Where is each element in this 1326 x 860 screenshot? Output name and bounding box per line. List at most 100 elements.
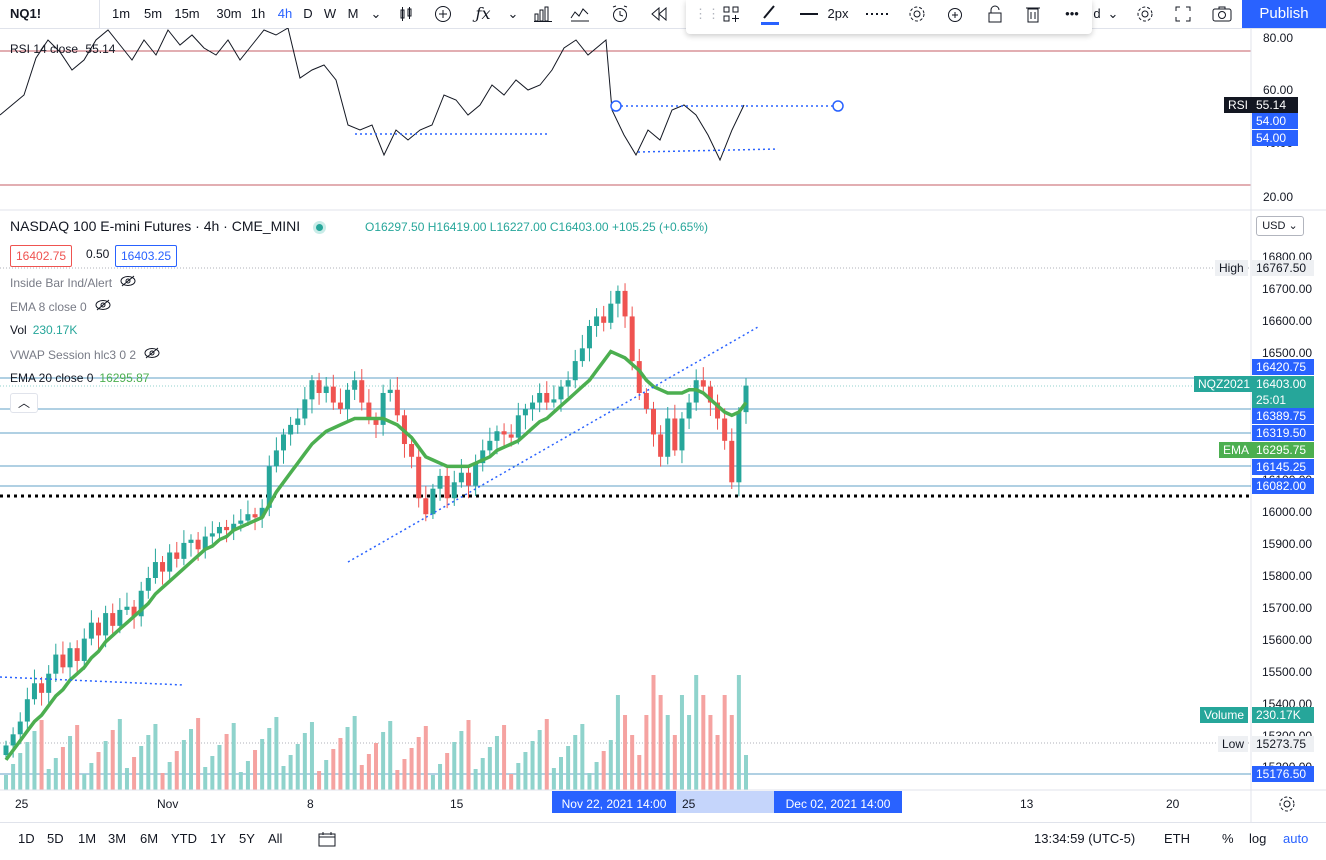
interval-D[interactable]: D [303, 6, 313, 21]
candle-body [10, 734, 16, 746]
rsi-handle-left[interactable] [610, 100, 622, 112]
chevron-down-icon[interactable]: ⌄ [1107, 6, 1119, 21]
volume-bar [374, 743, 378, 790]
log-toggle[interactable]: log [1249, 831, 1267, 846]
range-1D[interactable]: 1D [18, 831, 35, 846]
camera-icon[interactable] [1210, 0, 1234, 28]
rsi-legend: RSI 14 close 55.14 [10, 42, 115, 56]
add-alert-icon[interactable] [944, 0, 966, 28]
candle-body [380, 392, 386, 425]
volume-bar [352, 716, 357, 790]
volume-bar [630, 735, 635, 790]
indicator-row[interactable]: Vol 230.17K [10, 323, 77, 337]
rsi-extra-label-1: 54.00 [1252, 113, 1298, 129]
interval-15m[interactable]: 15m [174, 6, 200, 21]
chevron-down-icon[interactable]: ⌄ [507, 6, 519, 21]
line-width-label[interactable]: 2px [827, 6, 849, 21]
range-5D[interactable]: 5D [47, 831, 64, 846]
volume-bar [736, 675, 741, 790]
indicator-row[interactable]: EMA 20 close 0 16295.87 [10, 371, 149, 385]
candle-body [252, 514, 258, 518]
volume-bar [203, 767, 208, 790]
indicators-icon[interactable]: ƒx [475, 4, 491, 23]
currency-label: USD [1262, 220, 1286, 232]
line-style-icon[interactable] [864, 0, 890, 28]
rsi-handle-right[interactable] [832, 100, 844, 112]
clock[interactable]: 13:34:59 (UTC-5) [1034, 831, 1136, 846]
volume-bar [210, 756, 215, 790]
interval-W[interactable]: W [323, 6, 337, 21]
volume-bar [573, 735, 578, 790]
chevron-down-icon[interactable]: ⌄ [370, 6, 382, 21]
currency-select[interactable]: USD ⌄ [1256, 216, 1304, 236]
candle-body [138, 590, 144, 617]
volume-bar [281, 766, 286, 790]
range-1M[interactable]: 1M [78, 831, 97, 846]
rsi-extra-label-2: 54.00 [1252, 130, 1298, 146]
range-6M[interactable]: 6M [140, 831, 159, 846]
candle-body [451, 482, 457, 499]
line-width-icon[interactable] [798, 0, 820, 28]
volume-bar [245, 761, 250, 790]
candles-icon[interactable] [396, 0, 416, 28]
indicator-row[interactable]: Inside Bar Ind/Alert [10, 275, 136, 290]
rsi-trendline-3 [637, 148, 779, 153]
interval-4h[interactable]: 4h [277, 6, 293, 21]
timeaxis-settings-icon[interactable] [1278, 795, 1296, 816]
line-color-icon[interactable] [758, 0, 782, 28]
session-button[interactable]: ETH [1164, 831, 1190, 846]
templates-icon[interactable] [532, 0, 554, 28]
volume-bar [687, 715, 692, 790]
more-icon[interactable]: ••• [1065, 6, 1079, 21]
trendline-support [347, 326, 759, 563]
chart-area[interactable] [0, 28, 1326, 822]
candle-body [373, 418, 379, 425]
main-title[interactable]: NASDAQ 100 E-mini Futures · 4h · CME_MIN… [10, 218, 324, 234]
range-YTD[interactable]: YTD [171, 831, 197, 846]
truncated-menu-label[interactable]: d [1093, 6, 1101, 21]
volume-bar [139, 746, 144, 790]
candle-body [103, 613, 109, 636]
collapse-legend-button[interactable]: ︿ [10, 393, 38, 413]
indicator-row[interactable]: VWAP Session hlc3 0 2 [10, 347, 160, 362]
candle-body [131, 606, 137, 617]
range-All[interactable]: All [268, 831, 283, 846]
hidden-eye-icon[interactable] [95, 299, 111, 314]
lock-icon[interactable] [984, 0, 1006, 28]
symbol-search[interactable]: NQ1! [0, 0, 100, 28]
goto-date-icon[interactable] [318, 831, 336, 850]
object-tree-icon[interactable] [720, 0, 742, 28]
volume-bar [124, 768, 129, 790]
hidden-eye-icon[interactable] [120, 275, 136, 290]
candle-body [181, 542, 187, 559]
volume-bar [224, 734, 229, 790]
add-compare-icon[interactable] [432, 0, 454, 28]
chart-type-icon[interactable] [568, 0, 592, 28]
interval-1m[interactable]: 1m [111, 6, 131, 21]
candle-body [394, 389, 400, 416]
settings-icon[interactable] [906, 0, 928, 28]
sell-price-button[interactable]: 16402.75 [10, 245, 73, 267]
interval-1h[interactable]: 1h [250, 6, 266, 21]
candle-body [288, 424, 294, 435]
interval-M[interactable]: M [347, 6, 359, 21]
range-5Y[interactable]: 5Y [239, 831, 255, 846]
drag-handle-icon[interactable]: ⋮⋮ [694, 6, 720, 21]
interval-30m[interactable]: 30m [216, 6, 242, 21]
percent-toggle[interactable]: % [1222, 831, 1234, 846]
publish-button[interactable]: Publish [1242, 0, 1326, 28]
buy-price-button[interactable]: 16403.25 [115, 245, 178, 267]
chart-settings-icon[interactable] [1134, 0, 1156, 28]
alert-icon[interactable] [608, 0, 632, 28]
auto-toggle[interactable]: auto [1283, 831, 1309, 846]
delete-icon[interactable] [1022, 0, 1044, 28]
candle-body [53, 654, 59, 674]
replay-icon[interactable] [648, 0, 670, 28]
interval-5m[interactable]: 5m [143, 6, 163, 21]
indicator-row[interactable]: EMA 8 close 0 [10, 299, 111, 314]
range-1Y[interactable]: 1Y [210, 831, 226, 846]
fullscreen-icon[interactable] [1172, 0, 1194, 28]
volume-bar [231, 723, 236, 790]
hidden-eye-icon[interactable] [144, 347, 160, 362]
range-3M[interactable]: 3M [108, 831, 127, 846]
